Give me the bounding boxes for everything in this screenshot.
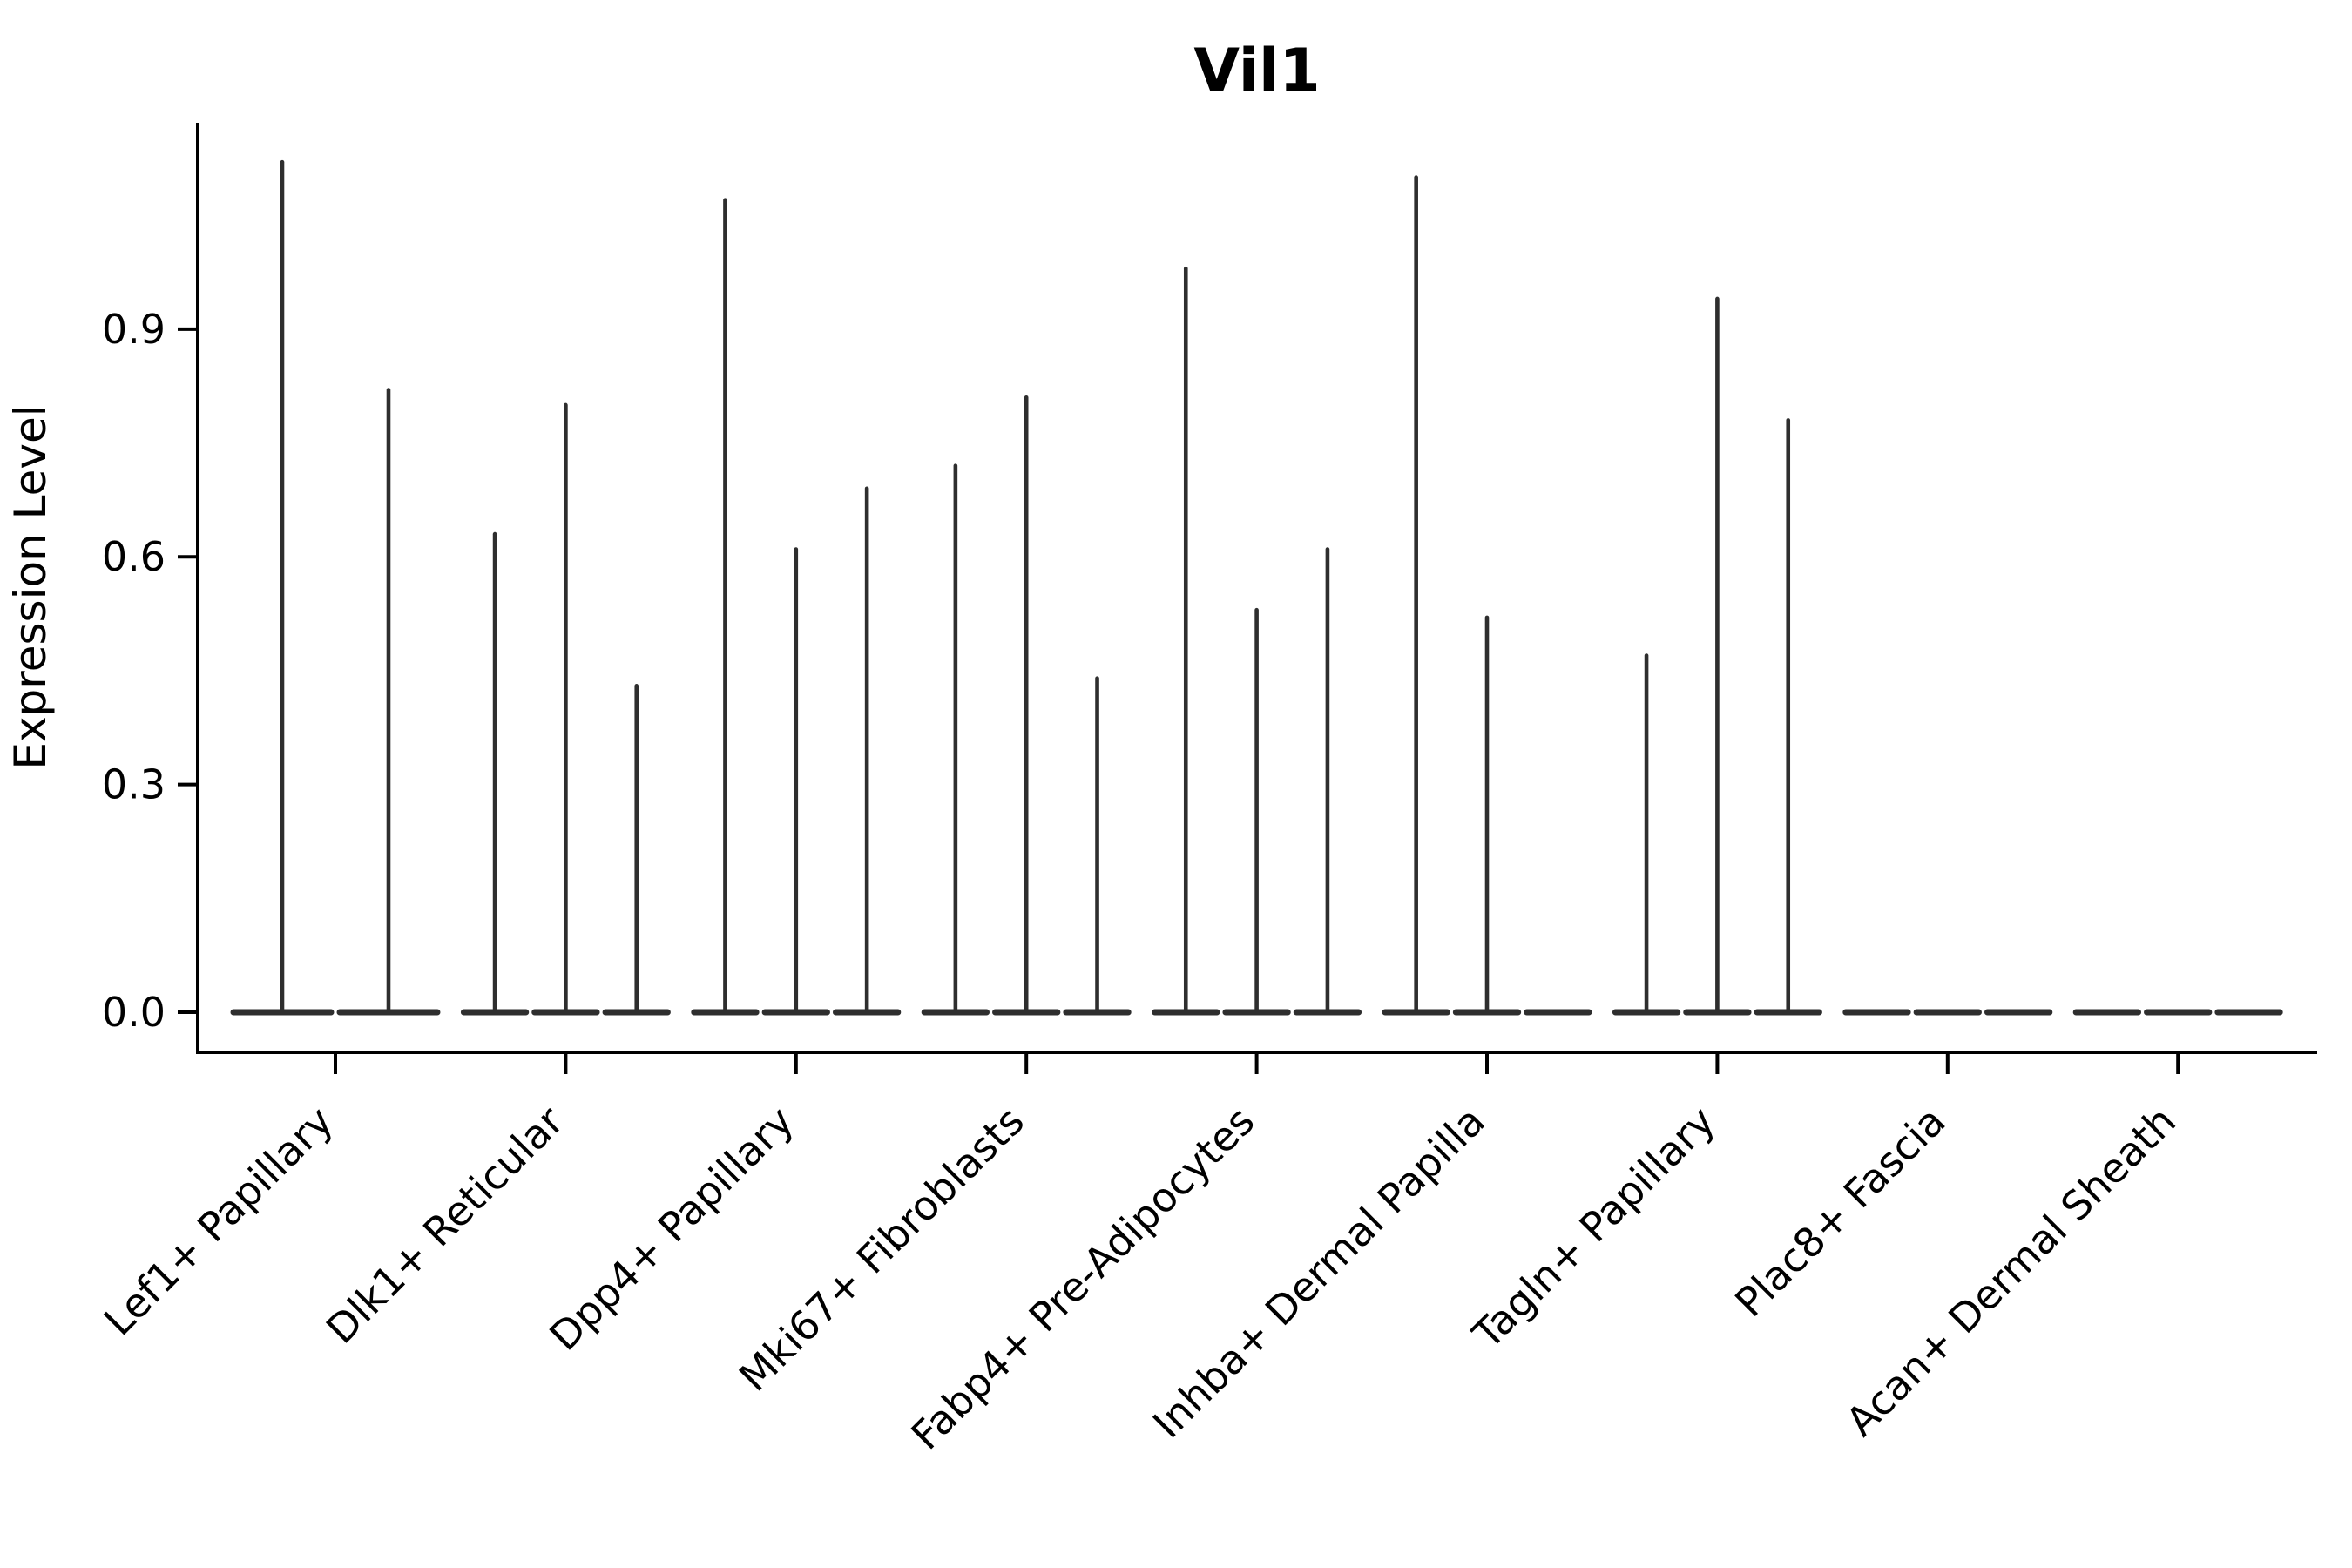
violin-base — [1524, 1009, 1592, 1016]
y-tick-label: 0.0 — [102, 989, 166, 1036]
x-tick-label: Plac8+ Fascia — [1726, 1098, 1954, 1326]
x-tick-label: Lef1+ Papillary — [95, 1098, 342, 1345]
x-tick-label: Tagln+ Papillary — [1463, 1098, 1725, 1359]
violin-base — [1842, 1009, 1911, 1016]
y-tick-label: 0.3 — [102, 761, 166, 808]
violin-group — [1842, 1009, 2053, 1016]
x-tick-label: Dlk1+ Reticular — [317, 1098, 572, 1353]
violin-base — [2072, 1009, 2142, 1016]
violins-layer — [230, 159, 2283, 1016]
y-tick-label: 0.9 — [102, 306, 166, 353]
violin-base — [2214, 1009, 2283, 1016]
violin-group — [460, 402, 671, 1016]
violin-group — [2072, 1009, 2283, 1016]
y-axis: 0.0 0.3 0.6 0.9 — [102, 123, 199, 1054]
violin-group — [1612, 296, 1822, 1016]
violin-group — [230, 159, 441, 1016]
y-axis-label: Expression Level — [5, 404, 56, 769]
violin-group — [1152, 266, 1362, 1016]
violin-base — [1913, 1009, 1982, 1016]
x-tick-label: Dpp4+ Papillary — [540, 1098, 802, 1360]
chart-title: Vil1 — [1193, 37, 1320, 105]
violin-group — [1382, 175, 1592, 1016]
violin-group — [691, 198, 902, 1016]
y-tick-label: 0.6 — [102, 533, 166, 580]
violin-base — [2144, 1009, 2213, 1016]
violin-base — [1984, 1009, 2053, 1016]
violin-group — [921, 395, 1132, 1016]
